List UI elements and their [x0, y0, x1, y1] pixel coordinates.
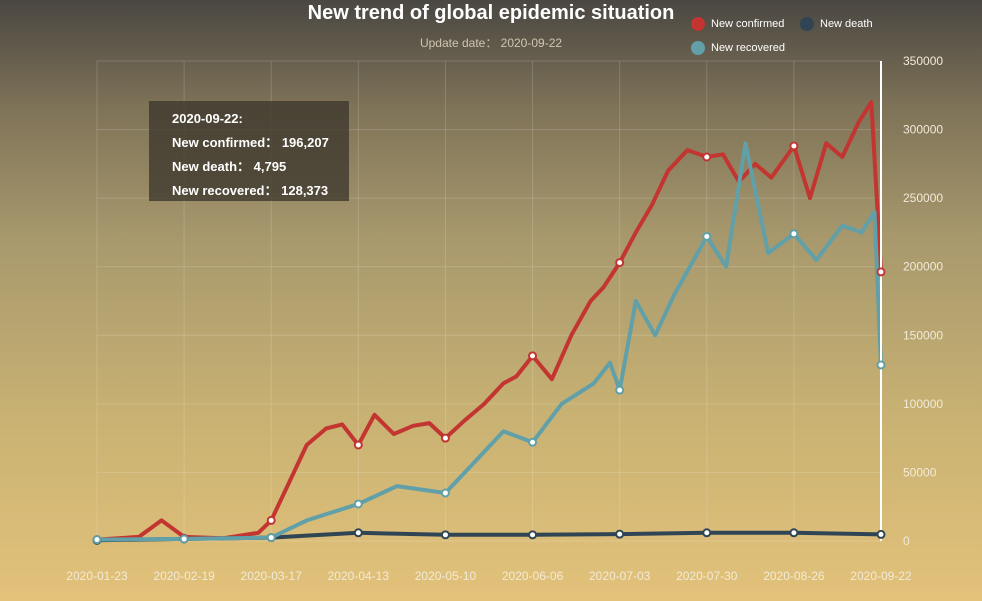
data-point-new-death	[702, 528, 712, 538]
legend-item-new-death[interactable]: New death	[800, 17, 873, 31]
data-point-new-recovered	[615, 385, 625, 395]
legend-label-new-recovered: New recovered	[711, 42, 785, 54]
data-point-new-recovered	[528, 437, 538, 447]
x-tick-label: 2020-05-10	[415, 569, 477, 583]
data-point-new-recovered	[179, 534, 189, 544]
tooltip-row-death: New death： 4,795	[172, 155, 349, 179]
tooltip-value-recovered: 128,373	[281, 183, 329, 198]
legend-swatch-new-confirmed	[691, 17, 705, 31]
data-point-new-death	[615, 529, 625, 539]
data-point-new-death	[789, 528, 799, 538]
chart-tooltip: 2020-09-22: New confirmed： 196,207 New d…	[149, 101, 349, 201]
y-tick-label: 50000	[903, 465, 937, 479]
chart-title: New trend of global epidemic situation	[307, 2, 675, 24]
y-tick-label: 150000	[903, 328, 943, 342]
tooltip-label-recovered: New recovered：	[172, 183, 278, 198]
tooltip-value-death: 4,795	[253, 159, 287, 174]
data-point-new-confirmed	[440, 433, 450, 443]
legend-swatch-new-death	[800, 17, 814, 31]
data-point-new-death	[876, 529, 886, 539]
data-point-new-recovered	[702, 232, 712, 242]
data-point-new-recovered	[876, 360, 886, 370]
data-point-new-confirmed	[702, 152, 712, 162]
tooltip-value-confirmed: 196,207	[281, 135, 329, 150]
y-tick-label: 200000	[903, 260, 943, 274]
data-point-new-recovered	[353, 499, 363, 509]
y-tick-label: 0	[903, 534, 910, 548]
x-tick-label: 2020-04-13	[328, 569, 390, 583]
data-point-new-confirmed	[528, 351, 538, 361]
x-tick-label: 2020-09-22	[850, 569, 912, 583]
legend-label-new-death: New death	[820, 18, 873, 30]
x-tick-label: 2020-02-19	[153, 569, 215, 583]
legend-swatch-new-recovered	[691, 41, 705, 55]
x-tick-label: 2020-07-03	[589, 569, 651, 583]
data-point-new-recovered	[440, 488, 450, 498]
data-point-new-confirmed	[266, 515, 276, 525]
x-tick-label: 2020-06-06	[502, 569, 564, 583]
tooltip-label-death: New death：	[172, 159, 251, 174]
data-point-new-confirmed	[615, 258, 625, 268]
y-tick-label: 250000	[903, 191, 943, 205]
tooltip-date: 2020-09-22:	[172, 111, 243, 126]
data-point-new-recovered	[92, 535, 102, 545]
data-point-new-death	[353, 528, 363, 538]
data-point-new-death	[440, 530, 450, 540]
y-tick-label: 300000	[903, 123, 943, 137]
x-tick-label: 2020-03-17	[241, 569, 303, 583]
y-tick-label: 350000	[903, 54, 943, 68]
data-point-new-recovered	[266, 533, 276, 543]
data-point-new-recovered	[789, 229, 799, 239]
data-point-new-confirmed	[789, 141, 799, 151]
legend-label-new-confirmed: New confirmed	[711, 18, 785, 30]
tooltip-row-recovered: New recovered： 128,373	[172, 179, 349, 203]
tooltip-label-confirmed: New confirmed：	[172, 135, 279, 150]
data-point-new-death	[528, 530, 538, 540]
tooltip-row-confirmed: New confirmed： 196,207	[172, 131, 349, 155]
legend-item-new-confirmed[interactable]: New confirmed	[691, 17, 784, 31]
x-tick-label: 2020-08-26	[763, 569, 825, 583]
data-point-new-confirmed	[876, 267, 886, 277]
x-tick-label: 2020-07-30	[676, 569, 738, 583]
y-tick-label: 100000	[903, 397, 943, 411]
chart-subtitle: Update date： 2020-09-22	[419, 36, 563, 50]
data-point-new-confirmed	[353, 440, 363, 450]
x-tick-label: 2020-01-23	[66, 569, 128, 583]
legend-item-new-recovered[interactable]: New recovered	[691, 41, 785, 55]
